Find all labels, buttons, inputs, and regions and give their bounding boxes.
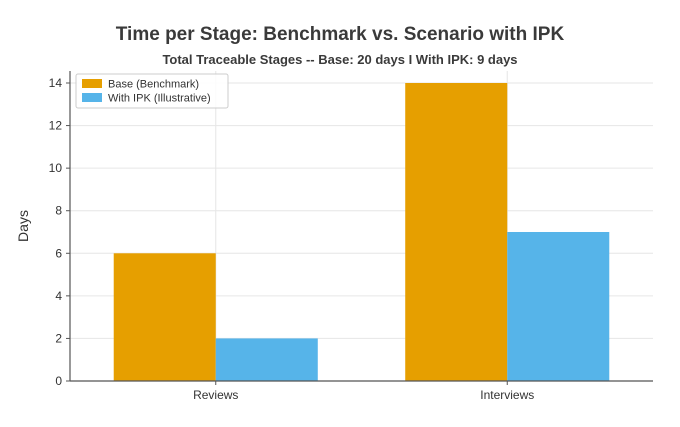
bar-reviews-series-2 xyxy=(215,338,318,381)
legend-box xyxy=(75,73,229,109)
x-tick-label: Reviews xyxy=(193,388,238,402)
y-tick-label: 6 xyxy=(55,246,62,260)
y-axis-label: Days xyxy=(15,210,31,242)
legend-swatch xyxy=(82,93,102,102)
y-tick-label: 4 xyxy=(55,289,62,303)
y-tick-label: 2 xyxy=(55,331,62,345)
bar-interviews-series-1 xyxy=(405,83,508,381)
bars xyxy=(113,83,610,381)
y-tick-label: 10 xyxy=(49,161,63,175)
legend-swatch xyxy=(82,79,102,88)
y-tick-label: 8 xyxy=(55,204,62,218)
axes: 0 2 4 6 8 10 12 14 Reviews Interviews Days xyxy=(15,71,653,402)
chart-title: Time per Stage: Benchmark vs. Scenario w… xyxy=(115,24,565,45)
legend: Base (Benchmark) With IPK (Illustrative) xyxy=(75,73,229,109)
bar-reviews-series-1 xyxy=(113,253,216,381)
chart-subtitle: Total Traceable Stages -- Base: 20 days … xyxy=(162,52,518,67)
y-tick-label: 14 xyxy=(49,76,63,90)
x-tick-label: Interviews xyxy=(480,388,534,402)
y-tick-label: 12 xyxy=(49,119,63,133)
legend-label: With IPK (Illustrative) xyxy=(108,93,211,105)
legend-label: Base (Benchmark) xyxy=(108,79,199,91)
bar-interviews-series-2 xyxy=(507,232,610,381)
y-tick-label: 0 xyxy=(55,374,62,388)
